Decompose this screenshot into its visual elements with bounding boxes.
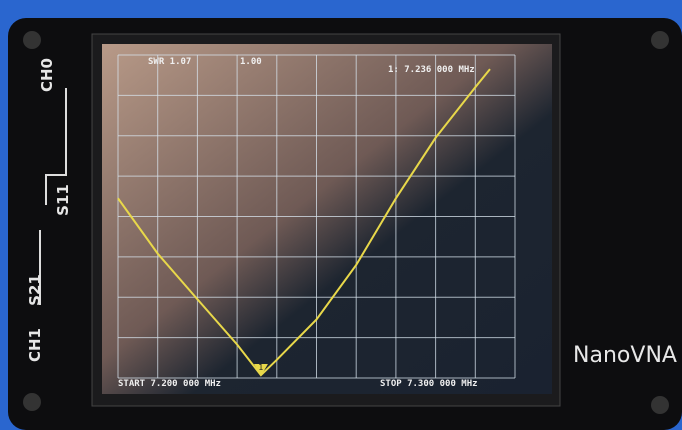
screw bbox=[651, 396, 669, 414]
start-label: START 7.200 000 MHz bbox=[118, 379, 221, 389]
screw bbox=[651, 31, 669, 49]
port-label: CH1 bbox=[26, 328, 44, 362]
scale-label: 1.00 bbox=[240, 57, 262, 67]
port-label: CH0 bbox=[38, 58, 56, 92]
marker-number: 1 bbox=[258, 363, 263, 372]
screen bbox=[102, 44, 552, 394]
marker bbox=[253, 364, 268, 376]
port-lines bbox=[39, 88, 67, 305]
trace bbox=[117, 68, 491, 377]
screw bbox=[23, 31, 41, 49]
port-label: S11 bbox=[54, 184, 72, 216]
screw bbox=[23, 393, 41, 411]
brand: NanoVNA bbox=[573, 343, 677, 368]
marker-label: 1: 7.236 000 MHz bbox=[388, 65, 475, 75]
port-label: S21 bbox=[26, 274, 44, 306]
trace-label: SWR 1.07 bbox=[148, 57, 191, 67]
stop-label: STOP 7.300 000 MHz bbox=[380, 379, 478, 389]
